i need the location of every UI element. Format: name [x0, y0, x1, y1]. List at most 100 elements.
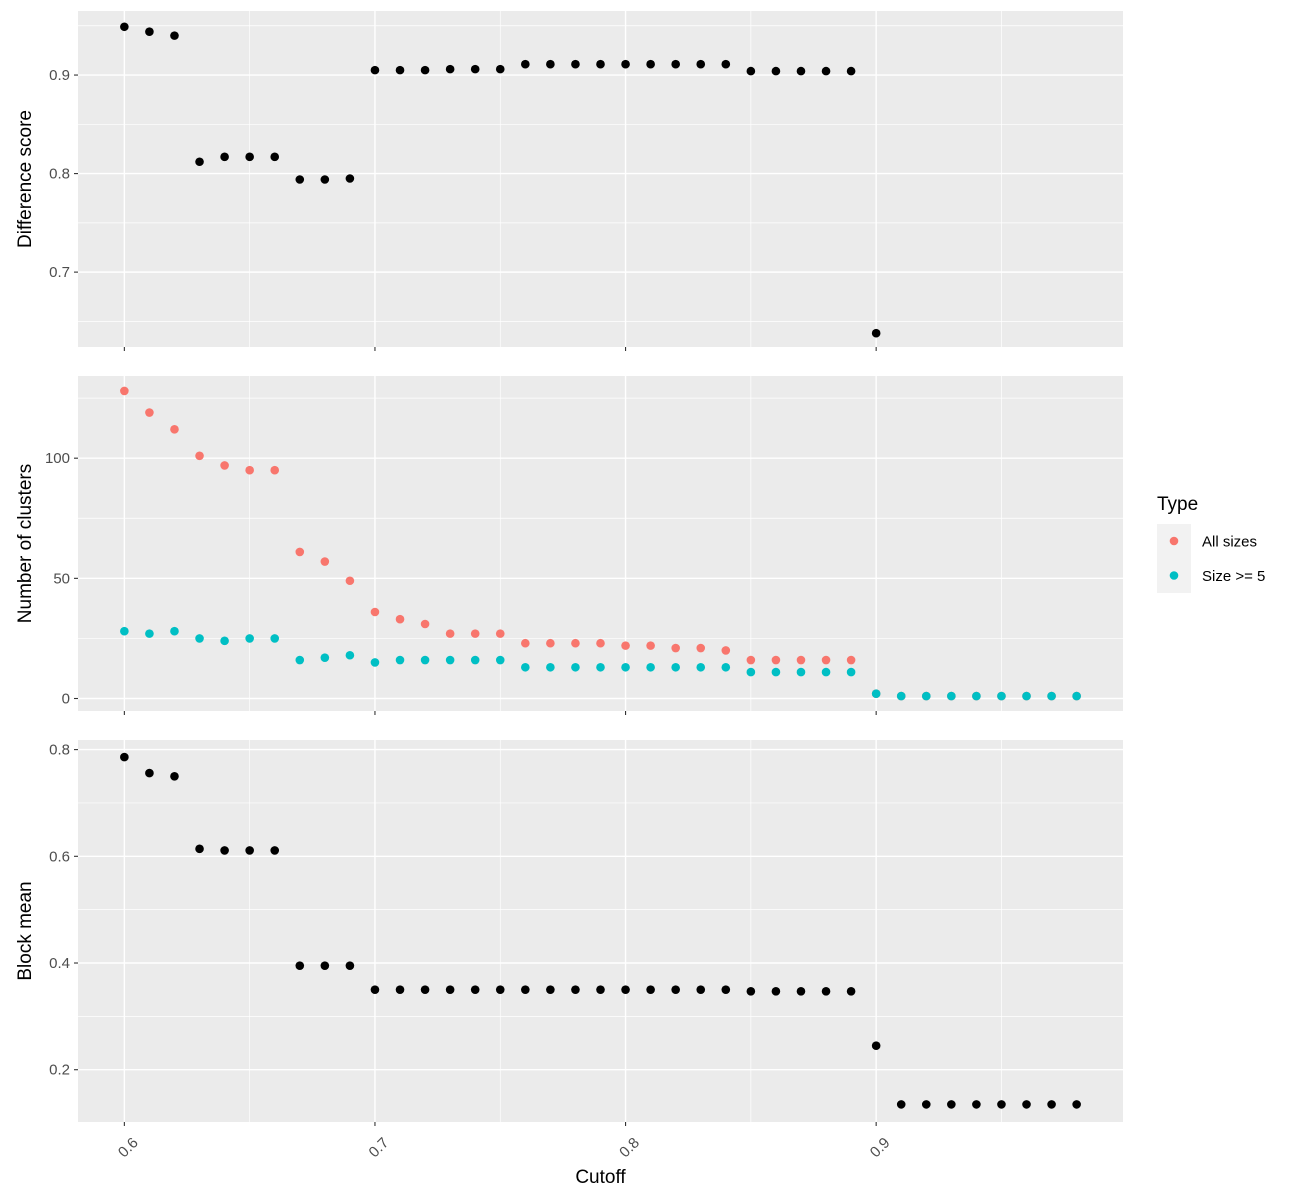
data-point: [320, 961, 330, 970]
data-point: [696, 643, 706, 653]
data-point: [796, 655, 806, 665]
data-point: [420, 65, 430, 75]
data-point: [646, 641, 655, 650]
data-point: [145, 768, 154, 778]
data-point: [295, 655, 305, 665]
data-point: [195, 634, 204, 643]
data-point: [546, 662, 555, 672]
data-point: [546, 985, 555, 994]
data-point: [1072, 691, 1081, 701]
data-point: [420, 619, 430, 629]
data-point: [345, 650, 355, 660]
data-point: [145, 629, 154, 638]
data-point: [170, 626, 179, 636]
data-point: [746, 655, 756, 665]
data-point: [871, 689, 881, 698]
data-point: [696, 985, 706, 994]
data-point: [972, 1100, 981, 1109]
data-point: [646, 662, 655, 672]
data-point: [245, 465, 254, 475]
data-point: [220, 461, 229, 470]
data-point: [521, 662, 530, 672]
data-point: [671, 662, 680, 672]
data-point: [345, 961, 355, 970]
data-point: [245, 152, 254, 162]
data-point: [395, 614, 405, 624]
data-point: [546, 638, 555, 648]
y-tick-label: 0.7: [49, 264, 70, 281]
data-point: [370, 607, 380, 617]
data-point: [120, 22, 129, 32]
data-point: [145, 408, 154, 417]
data-point: [1047, 1100, 1056, 1109]
data-point: [796, 667, 806, 677]
data-point: [495, 629, 505, 638]
data-point: [170, 425, 179, 434]
panel-3: 0.2 0.4 0.6 0.8 Block mean: [15, 740, 1123, 1126]
x-tick-label: 0.7: [366, 1134, 393, 1161]
y-tick-label: 100: [45, 450, 70, 467]
data-point: [596, 59, 605, 69]
data-point: [721, 985, 731, 994]
series-size-5: [120, 626, 1081, 701]
panels: 0.7 0.8 0.9 Difference score 0 50 100 Number of…: [15, 11, 1123, 1126]
data-point: [796, 66, 806, 76]
data-point: [521, 985, 530, 994]
data-point: [495, 64, 505, 74]
data-point: [646, 985, 655, 994]
panel-background: [78, 740, 1123, 1122]
data-point: [721, 662, 731, 672]
data-point: [846, 655, 856, 665]
data-point: [671, 59, 680, 69]
data-point: [771, 986, 781, 996]
panel-2: 0 50 100 Number of clusters: [15, 376, 1123, 715]
data-point: [270, 846, 280, 855]
series-points: [120, 22, 881, 338]
data-point: [420, 655, 430, 665]
data-point: [596, 638, 605, 648]
data-point: [270, 465, 280, 475]
data-point: [696, 662, 706, 672]
x-axis-title: Cutoff: [575, 1167, 626, 1188]
data-point: [395, 65, 405, 75]
legend-label: Size >= 5: [1202, 568, 1265, 585]
data-point: [621, 59, 630, 69]
data-point: [997, 1100, 1006, 1109]
data-point: [721, 59, 731, 69]
data-point: [445, 629, 455, 638]
data-point: [896, 691, 906, 701]
data-point: [320, 175, 330, 184]
data-point: [571, 662, 580, 672]
data-point: [621, 662, 630, 672]
data-point: [120, 386, 129, 396]
y-tick-label: 0.2: [49, 1062, 70, 1079]
data-point: [295, 175, 305, 184]
data-point: [195, 157, 204, 167]
y-tick-label: 0: [62, 691, 70, 708]
data-point: [846, 66, 856, 76]
legend: Type All sizes Size >= 5: [1157, 494, 1265, 593]
legend-key-background: [1157, 524, 1191, 593]
data-point: [596, 985, 605, 994]
data-point: [671, 985, 680, 994]
data-point: [721, 646, 731, 655]
data-point: [746, 986, 756, 996]
data-point: [921, 1100, 931, 1109]
data-point: [170, 31, 179, 40]
data-point: [320, 653, 330, 662]
legend-label: All sizes: [1202, 534, 1257, 551]
y-tick-label: 0.4: [49, 955, 70, 972]
data-point: [546, 59, 555, 69]
data-point: [195, 451, 204, 461]
data-point: [470, 985, 480, 994]
data-point: [120, 626, 129, 636]
data-point: [420, 985, 430, 994]
data-point: [821, 66, 831, 76]
data-point: [220, 846, 229, 855]
data-point: [871, 1041, 881, 1051]
data-point: [495, 985, 505, 994]
data-point: [195, 844, 204, 854]
data-point: [295, 547, 305, 557]
y-tick-label: 0.9: [49, 67, 70, 84]
data-point: [521, 59, 530, 69]
